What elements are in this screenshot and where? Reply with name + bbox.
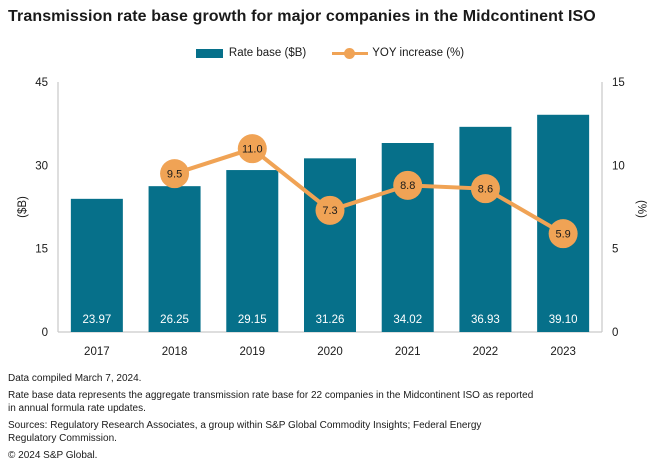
- bar-value-label: 39.10: [549, 314, 578, 326]
- footnote-copyright: © 2024 S&P Global.: [8, 450, 98, 461]
- legend-bar-swatch: [195, 48, 223, 58]
- chart-legend: Rate base ($B) YOY increase (%): [0, 47, 660, 59]
- y-axis-left-tick-label: 0: [42, 327, 48, 339]
- x-axis-tick-label: 2020: [317, 346, 343, 358]
- marker-value-label: 8.6: [478, 184, 493, 196]
- x-axis-tick-label: 2019: [239, 346, 265, 358]
- y-axis-left-tick-label: 45: [35, 77, 48, 89]
- y-axis-right-tick-label: 15: [612, 77, 625, 89]
- y-axis-left-tick-label: 30: [35, 160, 48, 172]
- yoy-marker-2021: [393, 170, 423, 200]
- footnote-sources-line1: Sources: Regulatory Research Associates,…: [8, 420, 482, 431]
- y-axis-left-tick-label: 15: [35, 244, 48, 256]
- marker-value-label: 5.9: [555, 229, 570, 241]
- marker-value-label: 8.8: [400, 180, 415, 192]
- footnote-sources: Sources: Regulatory Research Associates,…: [8, 419, 654, 445]
- footnote-compiled: Data compiled March 7, 2024.: [8, 373, 142, 384]
- x-axis-tick-label: 2022: [473, 346, 499, 358]
- yoy-marker-2018: [160, 159, 190, 189]
- y-axis-left-title: ($B): [17, 196, 29, 218]
- bar-2022: [459, 126, 512, 332]
- chart-area: 0 15 30 45 0 5 10 15 ($B) (%) 23.97 26.25 29.15 31.26…: [0, 70, 660, 370]
- legend-label-yoy: YOY increase (%): [372, 47, 465, 59]
- footnote-description-line1: Rate base data represents the aggregate …: [8, 390, 534, 401]
- yoy-marker-2019: [237, 134, 267, 164]
- x-axis-tick-label: 2023: [550, 346, 576, 358]
- yoy-marker-2023: [548, 219, 578, 249]
- chart-canvas: 0 15 30 45 0 5 10 15 ($B) (%) 23.97 26.25 29.15 31.26…: [17, 77, 647, 358]
- x-axis-tick-label: 2017: [84, 346, 110, 358]
- bar-2019: [226, 170, 279, 332]
- bar-value-label: 34.02: [393, 314, 422, 326]
- bar-value-label: 29.15: [238, 314, 267, 326]
- y-axis-right-title: (%): [635, 200, 647, 218]
- y-axis-right-tick-label: 5: [612, 244, 618, 256]
- chart-title: Transmission rate base growth for major …: [8, 8, 596, 25]
- legend-item-rate-base: Rate base ($B): [195, 47, 307, 59]
- legend-item-yoy: YOY increase (%): [332, 47, 464, 59]
- footnote-description-line2: in annual formula rate updates.: [8, 403, 146, 414]
- marker-value-label: 11.0: [242, 144, 263, 156]
- marker-value-label: 7.3: [322, 205, 337, 217]
- x-axis-tick-label: 2018: [162, 346, 188, 358]
- legend-marker-dot: [344, 47, 356, 59]
- bar-value-label: 23.97: [82, 314, 111, 326]
- bar-value-label: 31.26: [316, 314, 345, 326]
- footer-notes: Data compiled March 7, 2024. Rate base d…: [8, 372, 654, 466]
- marker-value-label: 9.5: [167, 169, 182, 181]
- x-axis-tick-label: 2021: [395, 346, 421, 358]
- y-axis-right-tick-label: 0: [612, 327, 618, 339]
- yoy-marker-2020: [315, 195, 345, 225]
- bar-2017: [70, 198, 123, 332]
- footnote-description: Rate base data represents the aggregate …: [8, 389, 654, 415]
- footnote-sources-line2: Regulatory Commission.: [8, 433, 117, 444]
- bar-value-label: 36.93: [471, 314, 500, 326]
- bar-2020: [304, 158, 356, 332]
- yoy-marker-2022: [470, 174, 500, 204]
- legend-label-rate-base: Rate base ($B): [228, 47, 307, 59]
- bar-value-label: 26.25: [160, 314, 189, 326]
- y-axis-right-tick-label: 10: [612, 160, 625, 172]
- legend-line-swatch: [332, 47, 369, 59]
- bar-2018: [148, 186, 201, 332]
